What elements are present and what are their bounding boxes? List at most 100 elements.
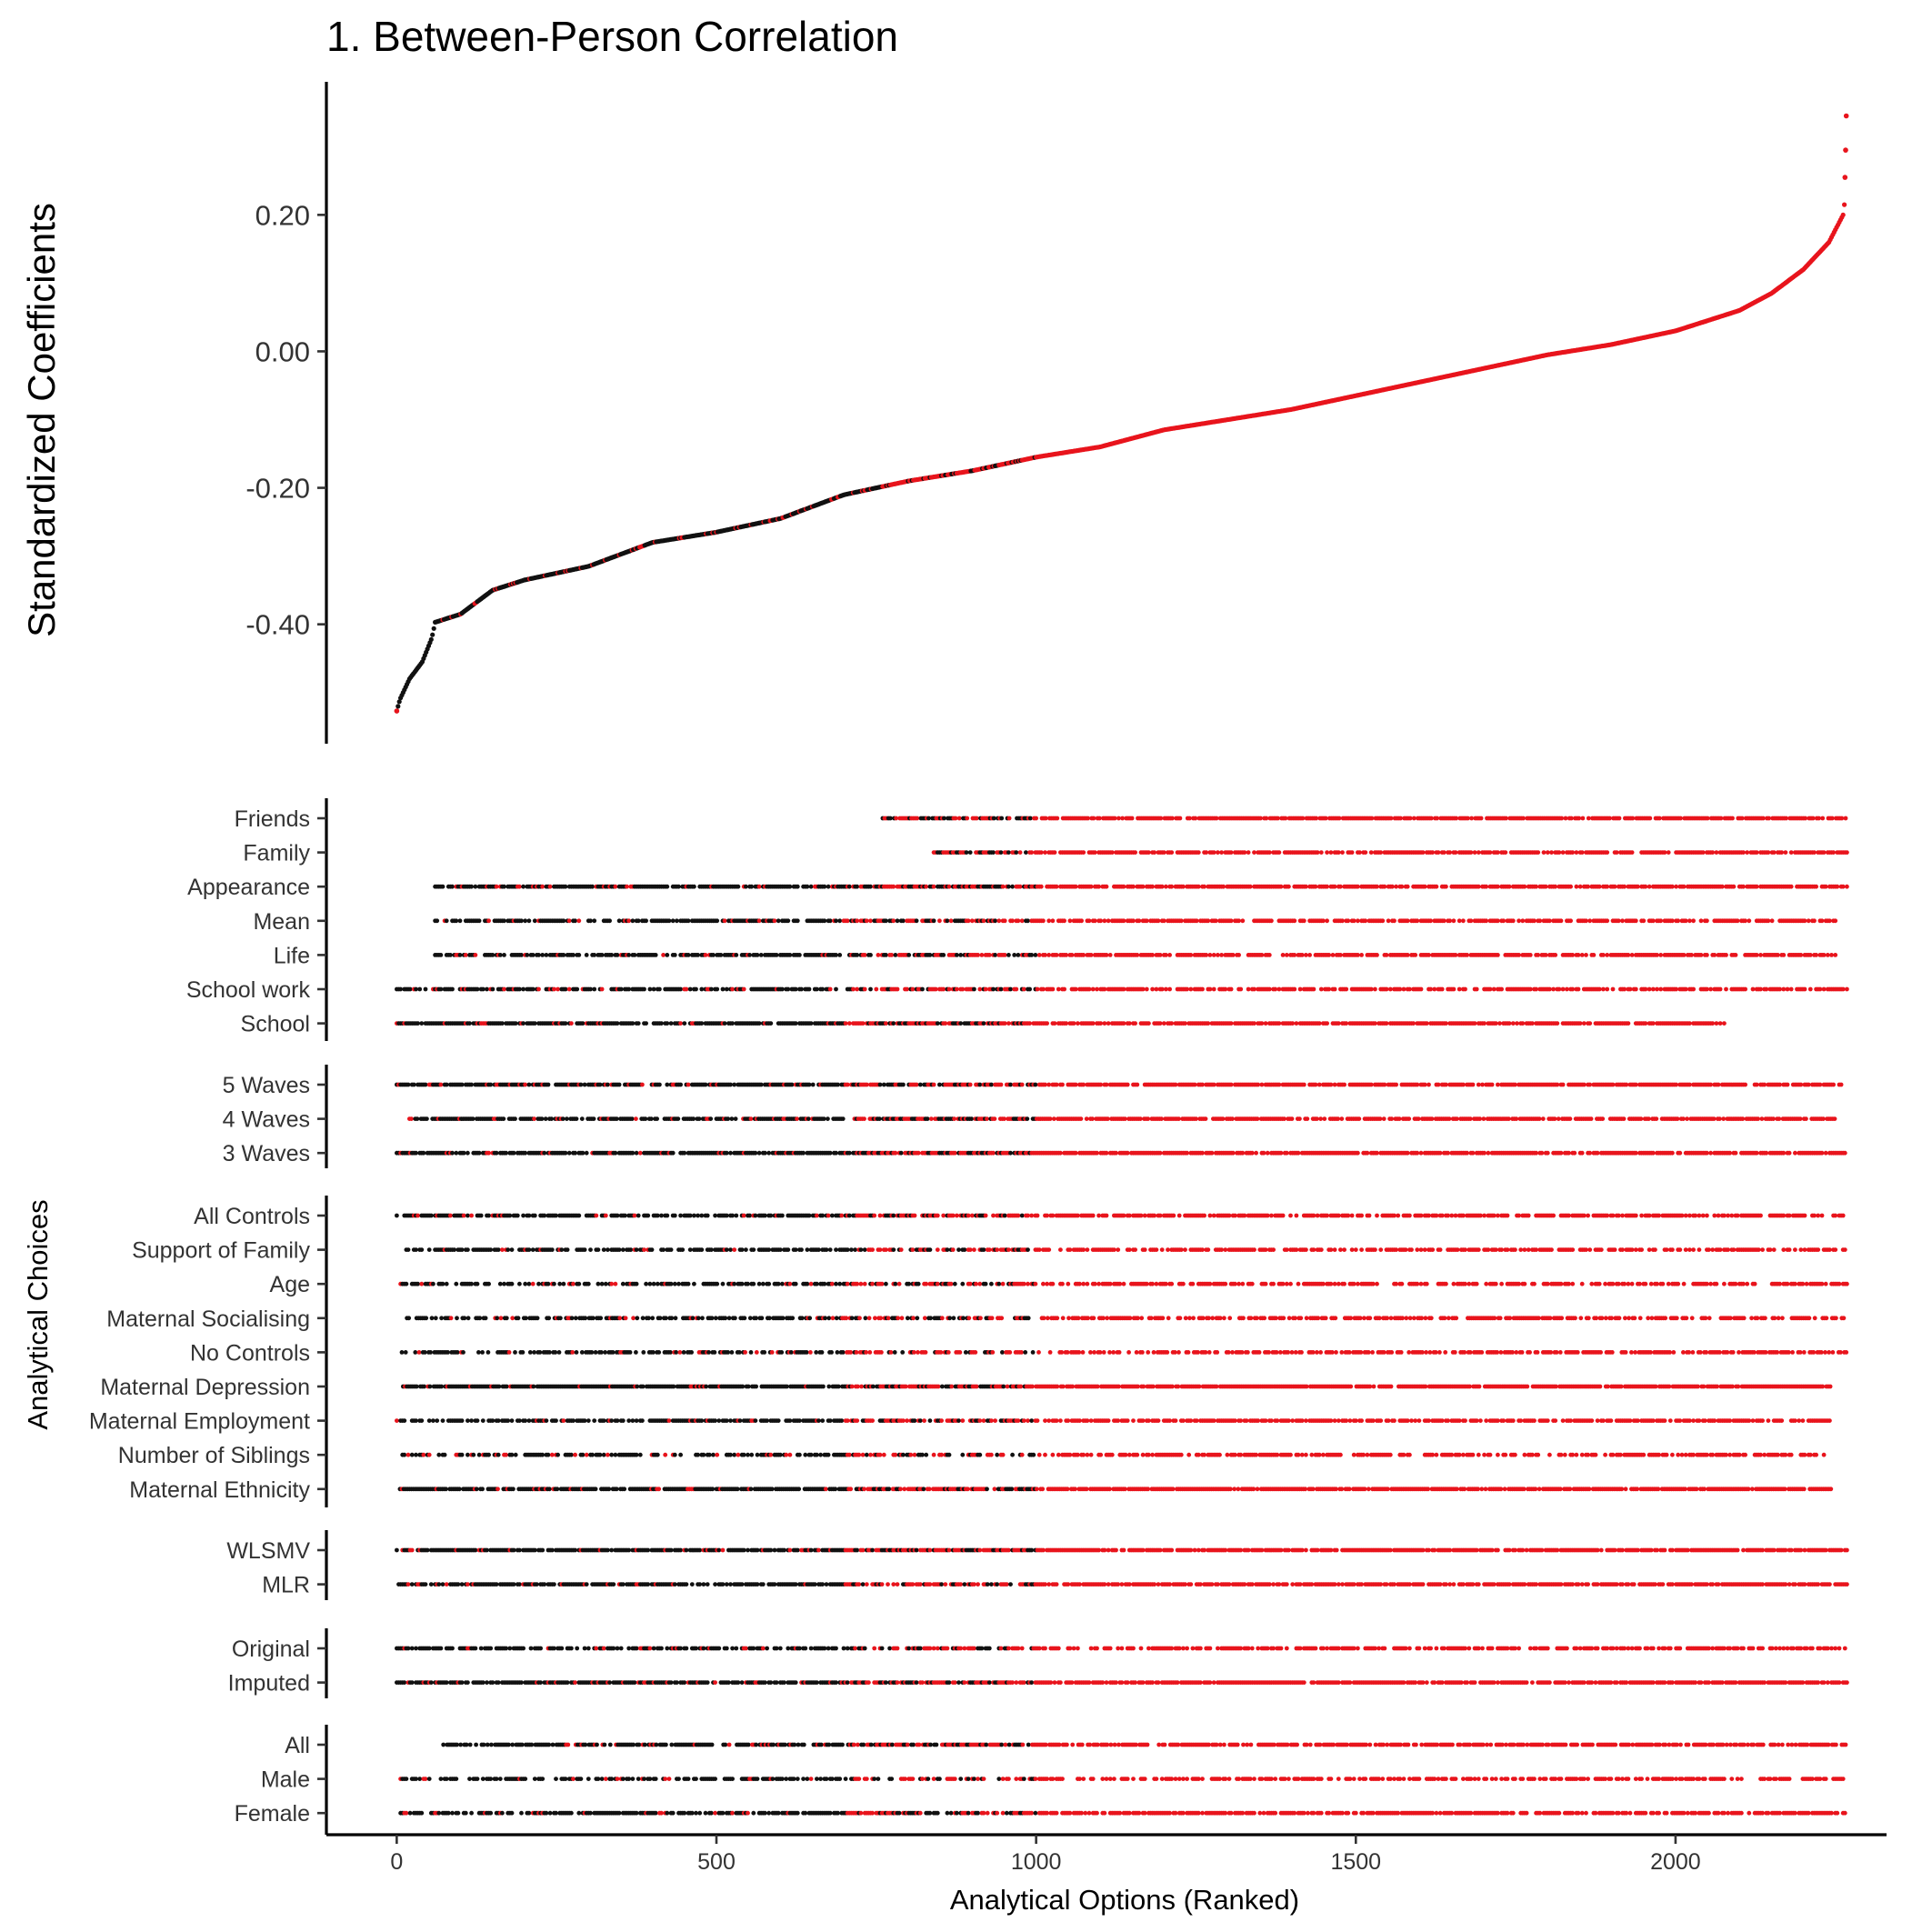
choice-point (571, 953, 576, 957)
choice-point (497, 953, 503, 957)
choice-point (1810, 816, 1816, 821)
choice-point (1401, 986, 1406, 992)
choice-point (805, 884, 810, 889)
choice-point (1825, 953, 1830, 957)
choice-point (1451, 986, 1457, 992)
choice-point (544, 953, 549, 957)
choice-point (843, 1021, 848, 1026)
choice-point (1754, 953, 1759, 957)
choice-point (1630, 816, 1636, 821)
choice-point (1705, 953, 1709, 957)
y-axis-label-choices: Analytical Choices (22, 1199, 54, 1429)
choice-point (1169, 1021, 1175, 1026)
choice-point (644, 918, 648, 924)
choice-point (1121, 1021, 1126, 1026)
choice-point (1332, 884, 1337, 889)
choice-point (806, 986, 812, 992)
choice-point (1092, 918, 1097, 924)
choice-point (1802, 986, 1807, 992)
coefficient-point (1842, 202, 1847, 207)
choice-point (599, 986, 605, 992)
choice-point (1454, 816, 1459, 821)
choice-point (606, 1082, 610, 1087)
choice-point (1336, 1021, 1341, 1026)
choice-point (438, 1082, 444, 1087)
choice-point (636, 918, 641, 924)
choice-point (1019, 918, 1025, 924)
choice-point (1183, 1021, 1187, 1026)
choice-point (1557, 986, 1562, 992)
coefficient-point (395, 704, 401, 709)
choice-point (665, 1021, 670, 1026)
choice-point (787, 953, 793, 957)
choice-point (795, 918, 800, 924)
choice-point (1785, 986, 1790, 992)
choice-point (1584, 953, 1588, 957)
choice-point (795, 884, 800, 889)
choice-point (1216, 953, 1220, 957)
choice-point (1622, 986, 1627, 992)
choice-point (730, 1021, 735, 1026)
choice-point (1314, 816, 1319, 821)
choice-point (1240, 918, 1246, 924)
choice-point (1043, 953, 1047, 957)
choice-point (1563, 816, 1568, 821)
choice-point (1150, 884, 1155, 889)
choice-point (1193, 816, 1198, 821)
choice-point (1269, 918, 1274, 924)
choice-point (1769, 918, 1775, 924)
choice-point (1038, 884, 1044, 889)
choice-point (1527, 953, 1533, 957)
choice-point (806, 1082, 812, 1087)
choice-point (846, 1021, 852, 1026)
choice-point (1612, 884, 1617, 889)
choice-point (438, 953, 444, 957)
choice-point (523, 918, 528, 924)
choice-point (956, 816, 962, 821)
choice-point (552, 986, 556, 992)
choice-point (1157, 1021, 1163, 1026)
coefficient-point (396, 699, 402, 705)
choice-point (941, 953, 946, 957)
choice-point (1336, 850, 1341, 855)
choice-point (1845, 850, 1849, 855)
y-tick-label: -0.20 (245, 473, 310, 505)
choice-point (490, 986, 496, 992)
choice-point (1318, 986, 1324, 992)
choice-point (834, 953, 838, 957)
choice-point (924, 884, 929, 889)
choice-point (736, 884, 741, 889)
choice-point (1069, 953, 1075, 957)
choice-point (722, 918, 727, 924)
choice-point (991, 986, 996, 992)
choice-point (955, 953, 959, 957)
choice-point (686, 918, 691, 924)
choice-point (1428, 816, 1434, 821)
choice-point (756, 918, 762, 924)
choice-point (1451, 918, 1457, 924)
choice-point (1027, 1021, 1032, 1026)
choice-point (1276, 850, 1282, 855)
choice-point (1221, 884, 1226, 889)
choice-point (1133, 850, 1137, 855)
choice-point (1340, 918, 1345, 924)
choice-label: Appearance (187, 875, 310, 900)
choice-point (874, 986, 879, 992)
choice-point (822, 884, 827, 889)
choice-point (1444, 1021, 1448, 1026)
choice-point (575, 986, 580, 992)
choice-point (1807, 953, 1813, 957)
choice-point (1579, 953, 1585, 957)
choice-point (563, 1021, 568, 1026)
choice-point (1530, 1021, 1535, 1026)
choice-point (1008, 986, 1013, 992)
choice-point (626, 918, 632, 924)
choice-point (1666, 850, 1671, 855)
choice-point (502, 953, 506, 957)
choice-point (941, 986, 946, 992)
choice-point (1236, 918, 1241, 924)
choice-point (826, 884, 831, 889)
choice-point (417, 986, 423, 992)
choice-point (1219, 953, 1224, 957)
choice-point (1136, 918, 1142, 924)
